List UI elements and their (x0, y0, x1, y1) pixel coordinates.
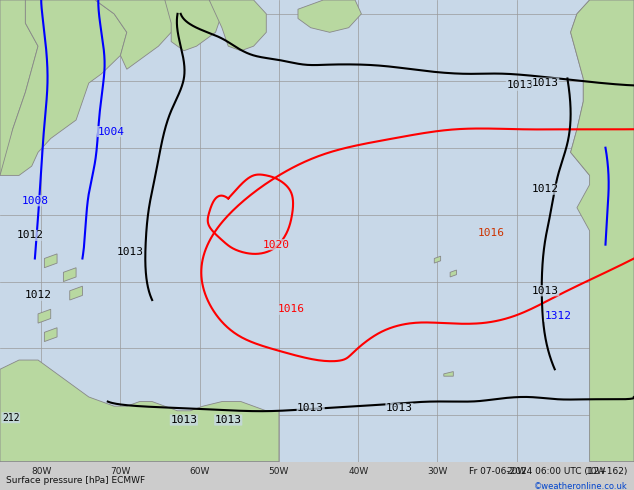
Text: 1013: 1013 (507, 80, 533, 90)
Polygon shape (571, 0, 634, 175)
Polygon shape (0, 0, 38, 175)
Polygon shape (44, 254, 57, 268)
Text: ©weatheronline.co.uk: ©weatheronline.co.uk (534, 482, 628, 490)
Polygon shape (95, 0, 178, 69)
Text: 1020: 1020 (262, 240, 289, 249)
Text: 1013: 1013 (215, 415, 242, 425)
Polygon shape (571, 0, 634, 462)
Text: 1008: 1008 (22, 196, 48, 206)
Text: 70W: 70W (110, 467, 131, 476)
Text: 1016: 1016 (478, 228, 505, 238)
Polygon shape (63, 268, 76, 282)
Text: 1013: 1013 (532, 286, 559, 296)
Polygon shape (70, 286, 82, 300)
Text: 1004: 1004 (98, 126, 124, 137)
Text: 80W: 80W (31, 467, 51, 476)
Polygon shape (209, 0, 266, 51)
Text: Surface pressure [hPa] ECMWF: Surface pressure [hPa] ECMWF (6, 476, 145, 485)
Text: 1312: 1312 (545, 311, 571, 321)
Text: 60W: 60W (190, 467, 210, 476)
Text: 212: 212 (2, 413, 20, 423)
Polygon shape (44, 328, 57, 342)
Text: 1012: 1012 (16, 230, 43, 241)
Polygon shape (38, 309, 51, 323)
Text: 1012: 1012 (532, 184, 559, 194)
Text: 1013: 1013 (386, 403, 413, 414)
Text: 40W: 40W (348, 467, 368, 476)
Text: 1012: 1012 (25, 291, 51, 300)
Polygon shape (0, 0, 127, 175)
Text: 1016: 1016 (278, 304, 305, 314)
Text: 1013: 1013 (297, 403, 324, 414)
Polygon shape (434, 256, 441, 263)
Text: 1013: 1013 (117, 246, 143, 257)
Text: 30W: 30W (427, 467, 448, 476)
Polygon shape (298, 0, 361, 32)
Text: 20W: 20W (507, 467, 527, 476)
Polygon shape (444, 371, 453, 376)
Text: 1013: 1013 (532, 78, 559, 88)
Polygon shape (0, 360, 279, 462)
Polygon shape (450, 270, 456, 277)
Text: 50W: 50W (269, 467, 289, 476)
Text: 1013: 1013 (171, 415, 197, 425)
Text: Fr 07-06-2024 06:00 UTC (12+162): Fr 07-06-2024 06:00 UTC (12+162) (469, 467, 628, 476)
Polygon shape (165, 0, 222, 51)
Text: 10W: 10W (586, 467, 606, 476)
